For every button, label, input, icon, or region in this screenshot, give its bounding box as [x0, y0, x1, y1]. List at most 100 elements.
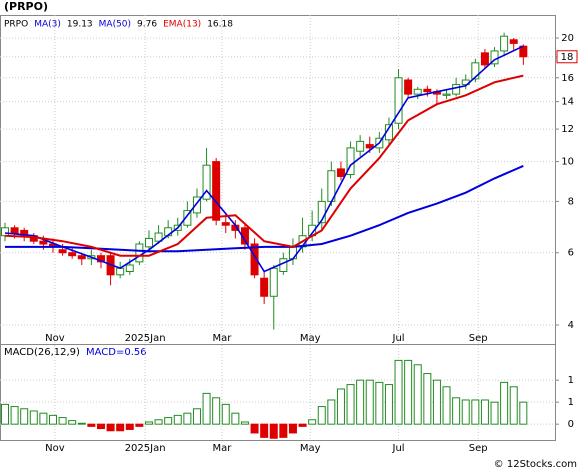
macd-bar	[77, 422, 86, 425]
candle-body	[519, 45, 528, 58]
candle-body	[279, 258, 288, 273]
candle-body	[346, 147, 355, 176]
candle-body	[471, 62, 480, 80]
candle-body	[509, 39, 518, 44]
macd-bar	[317, 406, 326, 425]
x-tick-label: 2025Jan	[125, 443, 166, 454]
candle-body	[212, 161, 221, 221]
macd-bar	[442, 386, 451, 425]
x-tick-label: May	[300, 333, 321, 344]
macd-bar	[327, 399, 336, 425]
y-tick-label: 4	[568, 320, 574, 331]
x-tick-label: Sep	[469, 443, 488, 454]
macd-bar	[288, 423, 297, 434]
watermark: © 12Stocks.com	[494, 459, 577, 470]
macd-bar	[173, 414, 182, 425]
macd-bar	[298, 423, 307, 427]
macd-bar	[471, 399, 480, 425]
candle-body	[423, 88, 432, 93]
candle-body	[356, 140, 365, 152]
macd-bar	[231, 412, 240, 425]
y-tick-label: 12	[561, 124, 574, 135]
candle-body	[250, 243, 259, 276]
macd-current: MACD=0.56	[86, 347, 147, 358]
macd-bar	[413, 364, 422, 425]
macd-bar	[519, 401, 528, 425]
x-tick-label: 2025Jan	[125, 333, 166, 344]
macd-bar	[461, 399, 470, 425]
macd-bar	[10, 406, 19, 425]
y-tick-label: 16	[561, 73, 574, 84]
x-tick-label: Jul	[392, 333, 405, 344]
candle-body	[480, 52, 489, 66]
macd-bar	[375, 381, 384, 425]
macd-bar	[384, 384, 393, 425]
legend-name: MA(3)	[34, 20, 61, 30]
macd-bar	[87, 423, 96, 427]
candle-body	[125, 264, 134, 273]
candle-body	[442, 93, 451, 96]
macd-bar	[260, 423, 269, 438]
candle-body	[404, 79, 413, 95]
candle-body	[116, 267, 125, 276]
macd-bar	[164, 417, 173, 425]
candle-body	[58, 249, 67, 254]
y-tick-label: 14	[561, 97, 574, 108]
legend-name: EMA(13)	[163, 20, 201, 30]
macd-bar	[509, 386, 518, 425]
macd-bar	[106, 423, 115, 432]
candle-body	[500, 35, 509, 52]
candle-body	[135, 243, 144, 263]
macd-title: MACD(26,12,9)	[4, 347, 80, 358]
macd-frame	[0, 344, 556, 441]
macd-bar	[308, 419, 317, 425]
candle-body	[260, 277, 269, 297]
x-tick-label: Jul	[392, 443, 405, 454]
macd-bar	[269, 423, 278, 439]
macd-bar	[279, 423, 288, 438]
candle-body	[77, 255, 86, 260]
candle-body	[154, 232, 163, 242]
macd-bar	[39, 412, 48, 425]
last-price-label: 18	[561, 52, 574, 63]
macd-bar	[0, 403, 9, 425]
last-price-box	[556, 50, 578, 64]
macd-bar	[336, 388, 345, 425]
candle-body	[192, 196, 201, 214]
macd-bar	[202, 392, 211, 425]
y-tick-label: 10	[561, 157, 574, 168]
y-tick-label: 1	[568, 397, 574, 408]
macd-bar	[500, 381, 509, 425]
candle-body	[0, 227, 9, 237]
x-tick-label: Sep	[469, 333, 488, 344]
legend-symbol: PRPO	[4, 20, 28, 30]
candle-body	[365, 144, 374, 149]
legend-value: 16.18	[207, 20, 233, 30]
candle-body	[39, 240, 48, 245]
macd-bar	[183, 412, 192, 425]
macd-bar	[346, 384, 355, 425]
candle-body	[183, 210, 192, 226]
candle-body	[144, 237, 153, 248]
macd-bar	[356, 379, 365, 425]
macd-bar	[250, 423, 259, 434]
macd-bar	[365, 379, 374, 425]
y-tick-label: 0	[568, 419, 574, 430]
macd-bar	[394, 359, 403, 425]
macd-bar	[135, 423, 144, 427]
candle-body	[269, 267, 278, 297]
macd-bar	[192, 408, 201, 425]
macd-bar	[125, 423, 134, 430]
chart-title: (PRPO)	[4, 0, 48, 13]
macd-bar	[20, 408, 29, 425]
macd-bar	[29, 410, 38, 425]
macd-bar	[154, 419, 163, 425]
macd-bar	[452, 397, 461, 425]
y-tick-label: 20	[561, 33, 574, 44]
macd-bar	[240, 421, 249, 425]
candle-body	[394, 77, 403, 124]
macd-bar	[116, 423, 125, 432]
candle-body	[336, 168, 345, 177]
candle-body	[10, 227, 19, 234]
macd-bar	[212, 397, 221, 425]
